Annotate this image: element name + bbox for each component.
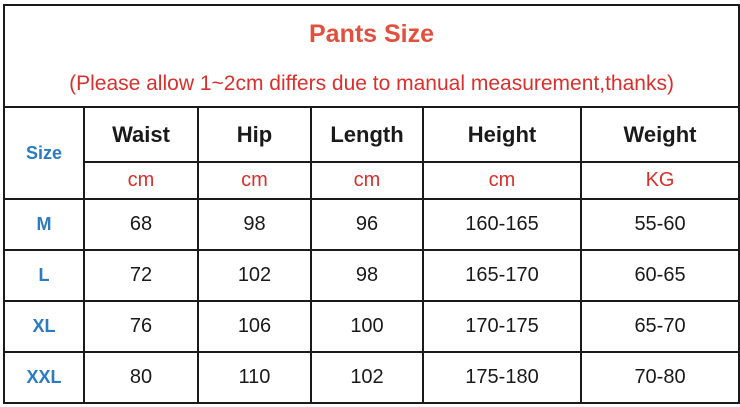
size-cell: XXL: [3, 351, 85, 404]
chart-title: Pants Size: [308, 20, 435, 48]
waist-cell: 80: [83, 351, 199, 404]
table-row: L 72 102 98 165-170 60-65: [3, 249, 740, 302]
column-header-waist: Waist: [83, 106, 199, 163]
hip-cell: 102: [197, 249, 312, 302]
height-cell: 165-170: [422, 249, 582, 302]
table-row: M 68 98 96 160-165 55-60: [3, 198, 740, 251]
height-cell: 175-180: [422, 351, 582, 404]
waist-cell: 72: [83, 249, 199, 302]
waist-cell: 68: [83, 198, 199, 251]
hip-cell: 98: [197, 198, 312, 251]
unit-waist: cm: [83, 161, 199, 200]
chart-subtitle: (Please allow 1~2cm differs due to manua…: [69, 72, 674, 95]
height-cell: 170-175: [422, 300, 582, 353]
column-header-weight: Weight: [579, 106, 740, 163]
size-cell: M: [3, 198, 85, 251]
table-row: XXL 80 110 102 175-180 70-80: [3, 351, 740, 404]
table-row: XL 76 106 100 170-175 65-70: [3, 300, 740, 353]
size-cell: XL: [3, 300, 85, 353]
column-header-length: Length: [310, 106, 424, 163]
size-column-header: Size: [3, 106, 85, 200]
unit-length: cm: [310, 161, 424, 200]
length-cell: 96: [310, 198, 424, 251]
unit-weight: KG: [579, 161, 740, 200]
table-header: Pants Size (Please allow 1~2cm differs d…: [2, 4, 740, 108]
weight-cell: 60-65: [579, 249, 740, 302]
size-cell: L: [3, 249, 85, 302]
hip-cell: 106: [197, 300, 312, 353]
hip-cell: 110: [197, 351, 312, 404]
unit-hip: cm: [197, 161, 312, 200]
length-cell: 102: [310, 351, 424, 404]
column-header-height: Height: [422, 106, 582, 163]
weight-cell: 70-80: [579, 351, 740, 404]
length-cell: 98: [310, 249, 424, 302]
length-cell: 100: [310, 300, 424, 353]
weight-cell: 65-70: [579, 300, 740, 353]
unit-height: cm: [422, 161, 582, 200]
waist-cell: 76: [83, 300, 199, 353]
column-header-hip: Hip: [197, 106, 312, 163]
weight-cell: 55-60: [579, 198, 740, 251]
height-cell: 160-165: [422, 198, 582, 251]
size-chart-table: Pants Size (Please allow 1~2cm differs d…: [2, 4, 740, 404]
